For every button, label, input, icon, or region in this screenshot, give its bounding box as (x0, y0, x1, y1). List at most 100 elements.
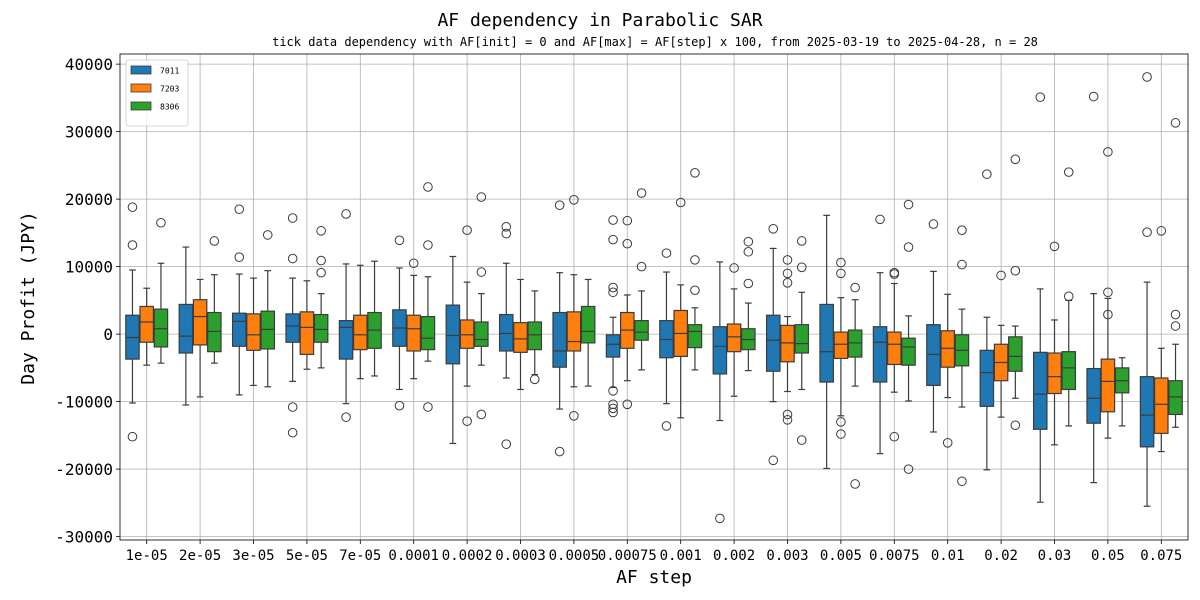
outlier-point (996, 270, 1006, 281)
outlier-point (476, 267, 487, 277)
outlier-point (796, 262, 807, 273)
box-group (712, 261, 728, 524)
box-7011 (1086, 367, 1101, 424)
x-tick-label: 0.002 (713, 548, 755, 564)
outlier-point (957, 225, 967, 235)
box-group (926, 219, 941, 433)
outlier-point (462, 225, 472, 235)
box-group (1086, 91, 1101, 484)
outlier-point (836, 429, 846, 439)
outlier-point (287, 253, 298, 264)
outlier-point (903, 242, 914, 252)
box-group (819, 214, 834, 470)
outlier-point (903, 464, 914, 474)
box-group (420, 182, 436, 412)
box-group (1047, 241, 1062, 446)
outlier-point (209, 236, 220, 246)
box-8306 (207, 311, 222, 353)
box-8306 (1008, 336, 1023, 372)
box-7203 (246, 313, 261, 351)
box-group (178, 246, 194, 406)
box-7203 (833, 331, 849, 360)
box-7203 (780, 324, 795, 363)
x-tick-label: 3e-05 (232, 548, 274, 564)
outlier-point (1170, 118, 1181, 128)
box-7011 (498, 313, 514, 352)
outlier-point (476, 409, 487, 420)
outlier-point (743, 246, 754, 257)
x-tick-label: 2e-05 (179, 548, 221, 564)
box-8306 (847, 329, 863, 358)
box-8306 (1168, 380, 1183, 416)
outlier-point (622, 238, 633, 249)
box-7203 (192, 299, 208, 346)
outlier-point (796, 236, 807, 246)
box-group (285, 213, 300, 438)
outlier-point (903, 199, 914, 210)
outlier-point (423, 182, 433, 192)
outlier-point (394, 235, 405, 246)
box-7203 (299, 311, 315, 355)
box-group (605, 215, 621, 418)
y-axis-label: Day Profit (JPY) (18, 211, 39, 384)
outlier-point (875, 214, 885, 225)
box-group (634, 188, 649, 371)
box-group (566, 195, 582, 421)
box-group (231, 204, 247, 396)
outlier-point (316, 226, 326, 236)
box-group (872, 214, 888, 455)
x-tick-label: 0.03 (1038, 548, 1072, 564)
outlier-point (127, 240, 138, 250)
box-7011 (1032, 351, 1048, 430)
outlier-point (608, 386, 618, 396)
x-tick-label: 0.005 (820, 548, 862, 564)
outlier-point (675, 197, 686, 208)
y-axis: -30000 -20000 -10000 0 10000 20000 30000 40000 (55, 55, 120, 547)
outlier-point (608, 403, 618, 414)
outlier-point (1103, 287, 1113, 298)
box-8306 (153, 308, 169, 348)
outlier-point (341, 412, 351, 422)
box-7203 (940, 330, 955, 368)
outlier-point (394, 400, 405, 411)
outlier-point (850, 282, 860, 293)
y-tick-label: 40000 (65, 55, 113, 74)
box-group (246, 277, 261, 387)
box-7011 (285, 313, 300, 343)
outlier-point (768, 455, 779, 466)
box-8306 (1061, 351, 1077, 391)
box-7011 (445, 304, 461, 365)
outlier-point (836, 257, 846, 268)
box-group (392, 235, 407, 411)
box-7203 (566, 311, 582, 352)
outlier-point (1049, 241, 1060, 252)
outlier-point (1063, 291, 1074, 302)
outlier-point (1170, 309, 1181, 320)
box-7203 (406, 314, 421, 352)
box-group (474, 192, 489, 420)
box-group (887, 267, 902, 442)
box-group (1032, 92, 1048, 503)
outlier-point (501, 439, 512, 449)
outlier-point (234, 252, 245, 262)
box-group (765, 224, 781, 466)
outlier-point (554, 446, 565, 457)
outlier-point (569, 195, 579, 205)
outlier-point (636, 261, 647, 272)
box-7203 (887, 331, 902, 366)
box-7011 (765, 314, 781, 372)
box-group (260, 230, 276, 388)
outlier-point (768, 224, 779, 234)
box-7203 (726, 323, 742, 353)
outlier-point (1142, 227, 1152, 237)
outlier-point (608, 234, 618, 245)
box-group (620, 215, 635, 410)
outlier-point (608, 399, 618, 410)
outlier-point (608, 287, 618, 298)
outlier-point (462, 416, 472, 427)
y-tick-label: -10000 (55, 393, 113, 412)
x-tick-label: 5e-05 (286, 548, 328, 564)
box-7203 (459, 319, 475, 349)
y-tick-label: 10000 (65, 258, 113, 277)
outlier-point (782, 409, 793, 420)
